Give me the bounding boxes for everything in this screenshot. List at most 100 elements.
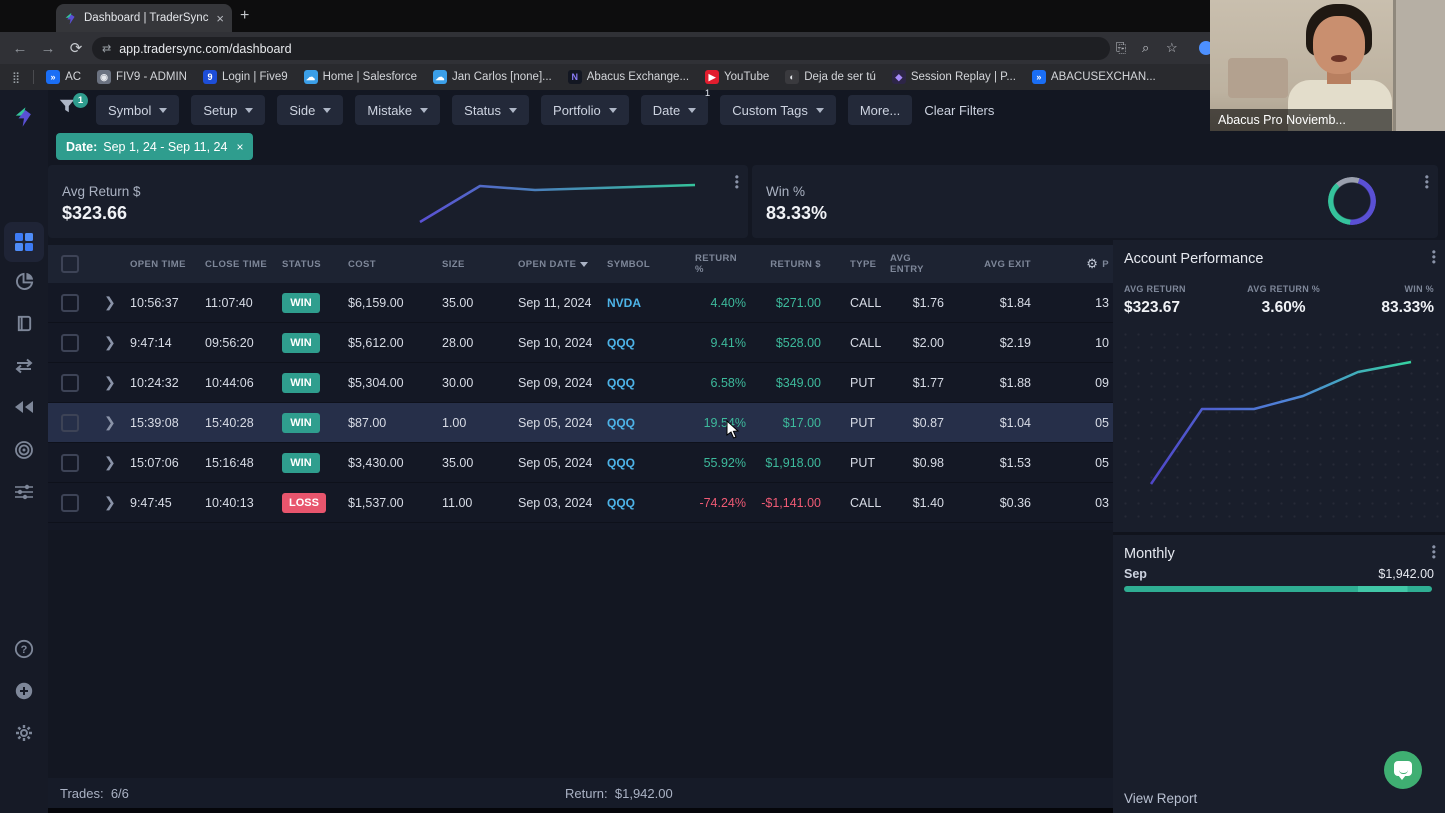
column-header-return_usd[interactable]: RETURN $ (770, 258, 821, 270)
column-header-open_time[interactable]: OPEN TIME (130, 258, 186, 270)
filter-dropdown-date[interactable]: Date 1 (640, 88, 710, 125)
cell-status: WIN (282, 292, 348, 313)
row-checkbox[interactable] (61, 293, 79, 312)
column-header-avg_exit[interactable]: AVG EXIT (984, 258, 1031, 270)
bookmark-item[interactable]: » ABACUSEXCHAN... (1026, 68, 1160, 86)
bookmark-item[interactable]: ☁ Home | Salesforce (298, 68, 423, 86)
column-header-size[interactable]: SIZE (442, 258, 465, 270)
cell-clipped: 05 (1095, 415, 1109, 430)
filter-funnel[interactable]: 1 (58, 93, 88, 123)
bookmark-item[interactable]: ◆ Session Replay | P... (886, 68, 1022, 86)
sidebar-item-filters[interactable] (0, 473, 48, 511)
more-filters-button[interactable]: More... (847, 95, 913, 125)
cell-symbol: QQQ (607, 375, 636, 390)
column-header-cost[interactable]: COST (348, 258, 376, 270)
row-expand-icon[interactable]: ❯ (104, 374, 116, 390)
chat-launcher-button[interactable] (1384, 751, 1422, 789)
browser-tab[interactable]: Dashboard | TraderSync × (56, 4, 232, 32)
cell-clipped: 05 (1095, 455, 1109, 470)
column-header-avg_entry[interactable]: AVG ENTRY (890, 253, 924, 275)
sidebar-item-goals[interactable] (0, 431, 48, 469)
bookmark-item[interactable]: N Abacus Exchange... (562, 68, 695, 86)
table-row[interactable]: ❯ 9:47:45 10:40:13 LOSS $1,537.00 11.00 Sep 03… (48, 483, 1113, 523)
row-expand-icon[interactable]: ❯ (104, 334, 116, 350)
tab-close-icon[interactable]: × (216, 10, 224, 26)
cell-open_time: 15:07:06 (130, 455, 179, 470)
row-checkbox[interactable] (61, 333, 79, 352)
table-row[interactable]: ❯ 15:39:08 15:40:28 WIN $87.00 1.00 Sep 05, 20… (48, 403, 1113, 443)
filter-dropdown-symbol[interactable]: Symbol (96, 95, 180, 125)
account-performance-title: Account Performance (1124, 251, 1264, 267)
view-report-link[interactable]: View Report (1124, 791, 1198, 806)
cell-return_pct: 19.54% (703, 415, 746, 430)
filter-dropdown-status[interactable]: Status (452, 95, 530, 125)
column-header-symbol[interactable]: SYMBOL (607, 258, 651, 270)
column-header-close_time[interactable]: CLOSE TIME (205, 258, 268, 270)
card-menu-icon[interactable]: • • • (1431, 540, 1436, 564)
bookmark-item[interactable]: ◐ Deja de ser tú (779, 68, 882, 86)
filter-dropdown-side[interactable]: Side (277, 95, 344, 125)
bookmark-item[interactable]: ▶ YouTube (699, 68, 775, 86)
card-menu-icon[interactable]: • • • (734, 170, 739, 194)
forward-icon[interactable]: → (40, 39, 56, 57)
sidebar-item-playback[interactable] (0, 388, 48, 426)
dropdown-label: Setup (203, 102, 238, 118)
row-checkbox[interactable] (61, 413, 79, 432)
table-settings-gear-icon[interactable]: ⚙ (1086, 256, 1099, 271)
row-expand-icon[interactable]: ❯ (104, 414, 116, 430)
column-header-clipped[interactable]: ⚙ P (1086, 256, 1109, 271)
column-header-open_date[interactable]: OPEN DATE (518, 259, 607, 270)
row-checkbox[interactable] (61, 493, 79, 512)
apps-grid-icon[interactable]: ⣿ (12, 71, 22, 84)
column-header-return_pct[interactable]: RETURN % (695, 253, 737, 275)
table-row[interactable]: ❯ 10:24:32 10:44:06 WIN $5,304.00 30.00 Sep 09… (48, 363, 1113, 403)
filter-dropdown-setup[interactable]: Setup (191, 95, 266, 125)
bookmark-item[interactable]: 9 Login | Five9 (197, 68, 294, 86)
row-expand-icon[interactable]: ❯ (104, 454, 116, 470)
column-header-status[interactable]: STATUS (282, 258, 321, 270)
sidebar-item-dashboard[interactable] (0, 223, 48, 261)
install-icon[interactable]: ⎘ (1116, 40, 1127, 55)
bookmark-star-icon[interactable]: ☆ (1166, 40, 1178, 55)
card-menu-icon[interactable]: • • • (1431, 245, 1436, 269)
tradersync-logo[interactable] (0, 98, 48, 136)
reload-icon[interactable]: ⟳ (69, 40, 83, 57)
cell-return_pct: -74.24% (699, 495, 746, 510)
clear-filters-button[interactable]: Clear Filters (924, 102, 995, 118)
row-checkbox[interactable] (61, 453, 79, 472)
new-tab-button[interactable]: + (240, 7, 250, 24)
row-expand-icon[interactable]: ❯ (104, 294, 116, 310)
sidebar-item-help[interactable]: ? (0, 630, 48, 668)
cell-clipped: 10 (1095, 335, 1109, 350)
sidebar-item-journal[interactable] (0, 304, 48, 342)
profile-avatar[interactable] (1199, 41, 1213, 55)
date-filter-chip[interactable]: Date: Sep 1, 24 - Sep 11, 24 × (56, 133, 254, 160)
back-icon[interactable]: ← (12, 39, 28, 57)
table-row[interactable]: ❯ 15:07:06 15:16:48 WIN $3,430.00 35.00 Sep 05… (48, 443, 1113, 483)
bookmark-item[interactable]: » AC (40, 68, 87, 86)
table-row[interactable]: ❯ 9:47:14 09:56:20 WIN $5,612.00 28.00 Sep 10,… (48, 323, 1113, 363)
cell-size: 35.00 (442, 455, 474, 470)
url-bar[interactable]: ⇄ app.tradersync.com/dashboard (92, 37, 1110, 60)
bookmark-item[interactable]: ◉ FIV9 - ADMIN (91, 68, 193, 86)
zoom-icon[interactable]: ⌕ (1142, 40, 1150, 55)
filter-dropdown-mistake[interactable]: Mistake (355, 95, 441, 125)
bookmark-item[interactable]: ☁ Jan Carlos [none]... (427, 68, 558, 86)
sidebar-item-trades[interactable] (0, 347, 48, 385)
row-expand-icon[interactable]: ❯ (104, 494, 116, 510)
sidebar-item-add[interactable] (0, 672, 48, 710)
sidebar-item-settings[interactable] (0, 714, 48, 752)
chip-close-icon[interactable]: × (236, 139, 244, 154)
select-all-checkbox[interactable] (61, 255, 79, 273)
filter-dropdown-portfolio[interactable]: Portfolio (541, 95, 629, 125)
table-body: ❯ 10:56:37 11:07:40 WIN $6,159.00 35.00 Sep 11… (48, 283, 1113, 523)
row-checkbox[interactable] (61, 373, 79, 392)
site-info-icon[interactable]: ⇄ (102, 43, 111, 55)
sidebar-item-reports[interactable] (0, 262, 48, 300)
card-menu-icon[interactable]: • • • (1424, 170, 1429, 194)
table-row[interactable]: ❯ 10:56:37 11:07:40 WIN $6,159.00 35.00 Sep 11… (48, 283, 1113, 323)
column-header-type[interactable]: TYPE (850, 258, 877, 270)
webcam-name-label: Abacus Pro Noviemb... (1210, 109, 1392, 131)
filter-dropdown-custom-tags[interactable]: Custom Tags (720, 95, 836, 125)
